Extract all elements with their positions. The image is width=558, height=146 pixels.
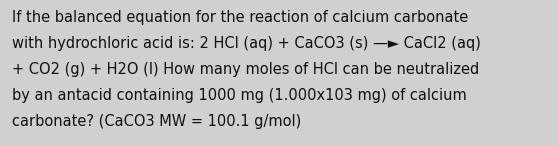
Text: + CO2 (g) + H2O (l) How many moles of HCl can be neutralized: + CO2 (g) + H2O (l) How many moles of HC…	[12, 62, 479, 77]
Text: If the balanced equation for the reaction of calcium carbonate: If the balanced equation for the reactio…	[12, 10, 469, 25]
Text: with hydrochloric acid is: 2 HCl (aq) + CaCO3 (s) —► CaCl2 (aq): with hydrochloric acid is: 2 HCl (aq) + …	[12, 36, 481, 51]
Text: carbonate? (CaCO3 MW = 100.1 g/mol): carbonate? (CaCO3 MW = 100.1 g/mol)	[12, 114, 301, 129]
Text: by an antacid containing 1000 mg (1.000x103 mg) of calcium: by an antacid containing 1000 mg (1.000x…	[12, 88, 467, 103]
